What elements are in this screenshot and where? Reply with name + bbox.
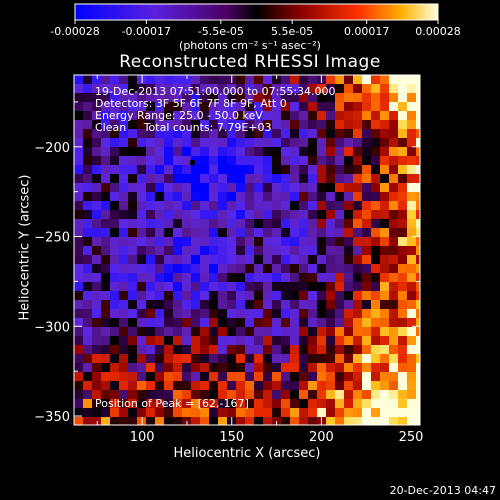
colorbar — [74, 3, 439, 21]
plot-frame — [73, 74, 421, 426]
x-tick-label: 200 — [309, 430, 334, 445]
y-tick-label: −300 — [34, 320, 70, 335]
colorbar-tick-label: 0.00017 — [344, 25, 390, 38]
colorbar-tick-label: -0.00017 — [122, 25, 171, 38]
y-tick-label: −200 — [34, 141, 70, 156]
y-tick-label: −350 — [34, 410, 70, 425]
y-tick-label: −250 — [34, 231, 70, 246]
colorbar-tick-label: -5.5e-05 — [198, 25, 244, 38]
heatmap-image — [74, 75, 420, 425]
x-tick-label: 250 — [399, 430, 424, 445]
plot-axes: 100 150 200 250 −200 −250 −300 −350 — [34, 75, 423, 445]
peak-marker — [190, 160, 195, 165]
colorbar-tick-label: -0.00028 — [50, 25, 99, 38]
colorbar-tick-label: 5.5e-05 — [271, 25, 313, 38]
colorbar-tick-label: 0.00028 — [415, 25, 461, 38]
x-tick-label: 100 — [130, 430, 155, 445]
x-tick-label: 150 — [219, 430, 244, 445]
colorbar-ticks: -0.00028 -0.00017 -5.5e-05 5.5e-05 0.00017 0.… — [50, 20, 461, 38]
